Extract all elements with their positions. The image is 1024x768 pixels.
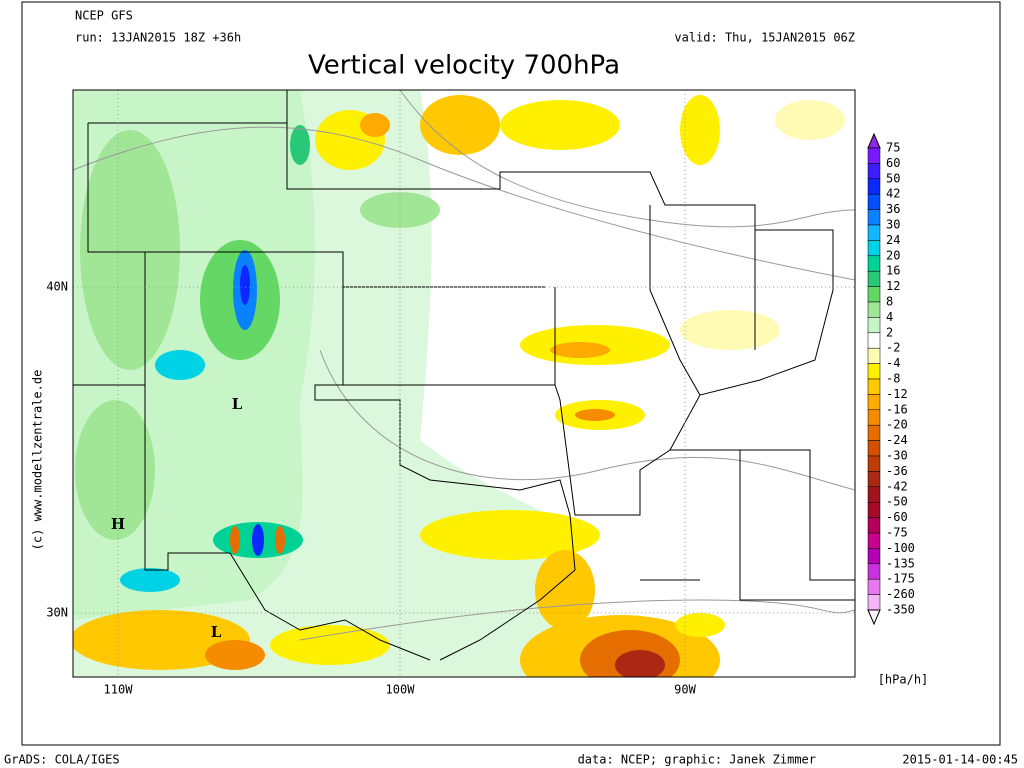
colorbar-label: -16 — [886, 402, 908, 416]
colorbar-segment — [867, 301, 881, 318]
colorbar-label: -175 — [886, 572, 915, 586]
colorbar-segment — [867, 563, 881, 580]
colorbar-segment — [867, 147, 881, 164]
footer-center: data: NCEP; graphic: Janek Zimmer — [578, 753, 816, 767]
colorbar-label: 36 — [886, 202, 900, 216]
colorbar-segment — [867, 163, 881, 180]
colorbar-label: 20 — [886, 248, 900, 262]
lat-label: 30N — [46, 606, 68, 620]
colorbar-label: -50 — [886, 495, 908, 509]
colorbar-label: 8 — [886, 295, 893, 309]
colorbar-label: -24 — [886, 433, 908, 447]
field — [73, 90, 855, 677]
colorbar-segment — [867, 270, 881, 287]
colorbar-segment — [867, 255, 881, 272]
colorbar-label: 2 — [886, 325, 893, 339]
colorbar-segment — [867, 486, 881, 503]
colorbar-segment — [867, 394, 881, 411]
colorbar-segment — [867, 517, 881, 534]
colorbar-label: -20 — [886, 418, 908, 432]
colorbar-segment — [867, 409, 881, 426]
colorbar-segment — [867, 471, 881, 488]
colorbar-segment — [867, 363, 881, 380]
colorbar-segment — [867, 548, 881, 565]
colorbar-label: 75 — [886, 141, 900, 155]
colorbar-label: 24 — [886, 233, 900, 247]
colorbar-segment — [867, 532, 881, 549]
colorbar-segment — [867, 440, 881, 457]
colorbar-segment — [867, 178, 881, 195]
colorbar-label: -30 — [886, 449, 908, 463]
colorbar-label: -75 — [886, 526, 908, 540]
lon-label: 90W — [674, 683, 696, 697]
colorbar-label: -100 — [886, 541, 915, 555]
colorbar-label: 30 — [886, 218, 900, 232]
colorbar-segment — [867, 594, 881, 611]
lon-label: 100W — [386, 683, 416, 697]
colorbar-segment — [867, 332, 881, 349]
colorbar-segment — [867, 209, 881, 226]
colorbar-label: 50 — [886, 171, 900, 185]
footer-right: 2015-01-14-00:45 — [902, 753, 1018, 767]
colorbar-segment — [867, 286, 881, 303]
colorbar-label: -135 — [886, 556, 915, 570]
colorbar-label: 4 — [886, 310, 893, 324]
lat-label: 40N — [46, 280, 68, 294]
valid-label: valid: Thu, 15JAN2015 06Z — [674, 31, 855, 45]
colorbar-segment — [867, 317, 881, 334]
colorbar-segment — [867, 347, 881, 364]
colorbar-segment — [867, 224, 881, 241]
colorbar-segment — [867, 193, 881, 210]
colorbar-label: -350 — [886, 603, 915, 617]
colorbar-label: 12 — [886, 279, 900, 293]
colorbar-segment — [867, 424, 881, 441]
pressure-center: H — [111, 515, 125, 533]
colorbar-label: -260 — [886, 587, 915, 601]
copyright: (c) www.modellzentrale.de — [31, 370, 45, 551]
colorbar-label: -60 — [886, 510, 908, 524]
map-title: Vertical velocity 700hPa — [308, 51, 620, 81]
colorbar-segment — [867, 501, 881, 518]
model-label: NCEP GFS — [75, 9, 133, 23]
colorbar-segment — [867, 455, 881, 472]
colorbar-label: -36 — [886, 464, 908, 478]
colorbar-label: 42 — [886, 187, 900, 201]
colorbar-label: -42 — [886, 479, 908, 493]
colorbar-label: 60 — [886, 156, 900, 170]
pressure-center: L — [232, 395, 243, 413]
colorbar-unit: [hPa/h] — [878, 673, 929, 687]
colorbar-label: -2 — [886, 341, 900, 355]
colorbar: 75605042363024201612842-2-4-8-12-16-20-2… — [867, 132, 915, 626]
lon-label: 110W — [104, 683, 134, 697]
map-frame — [72, 89, 856, 678]
colorbar-segment — [867, 240, 881, 257]
colorbar-segment — [867, 578, 881, 595]
colorbar-label: -4 — [886, 356, 900, 370]
colorbar-label: -8 — [886, 372, 900, 386]
colorbar-label: 16 — [886, 264, 900, 278]
colorbar-bottom-triangle — [867, 609, 881, 626]
colorbar-label: -12 — [886, 387, 908, 401]
colorbar-segment — [867, 378, 881, 395]
footer-left: GrADS: COLA/IGES — [4, 753, 120, 767]
pressure-center: L — [211, 623, 222, 641]
run-label: run: 13JAN2015 18Z +36h — [75, 31, 241, 45]
